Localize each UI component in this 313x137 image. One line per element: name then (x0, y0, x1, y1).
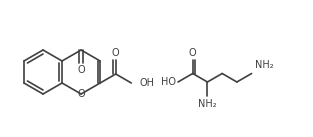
Text: O: O (112, 48, 120, 58)
Text: HO: HO (161, 77, 176, 87)
Text: NH₂: NH₂ (254, 59, 273, 69)
Text: O: O (189, 48, 197, 58)
Text: OH: OH (139, 78, 154, 88)
Text: O: O (77, 65, 85, 75)
Text: NH₂: NH₂ (198, 99, 217, 109)
Text: O: O (77, 89, 85, 99)
